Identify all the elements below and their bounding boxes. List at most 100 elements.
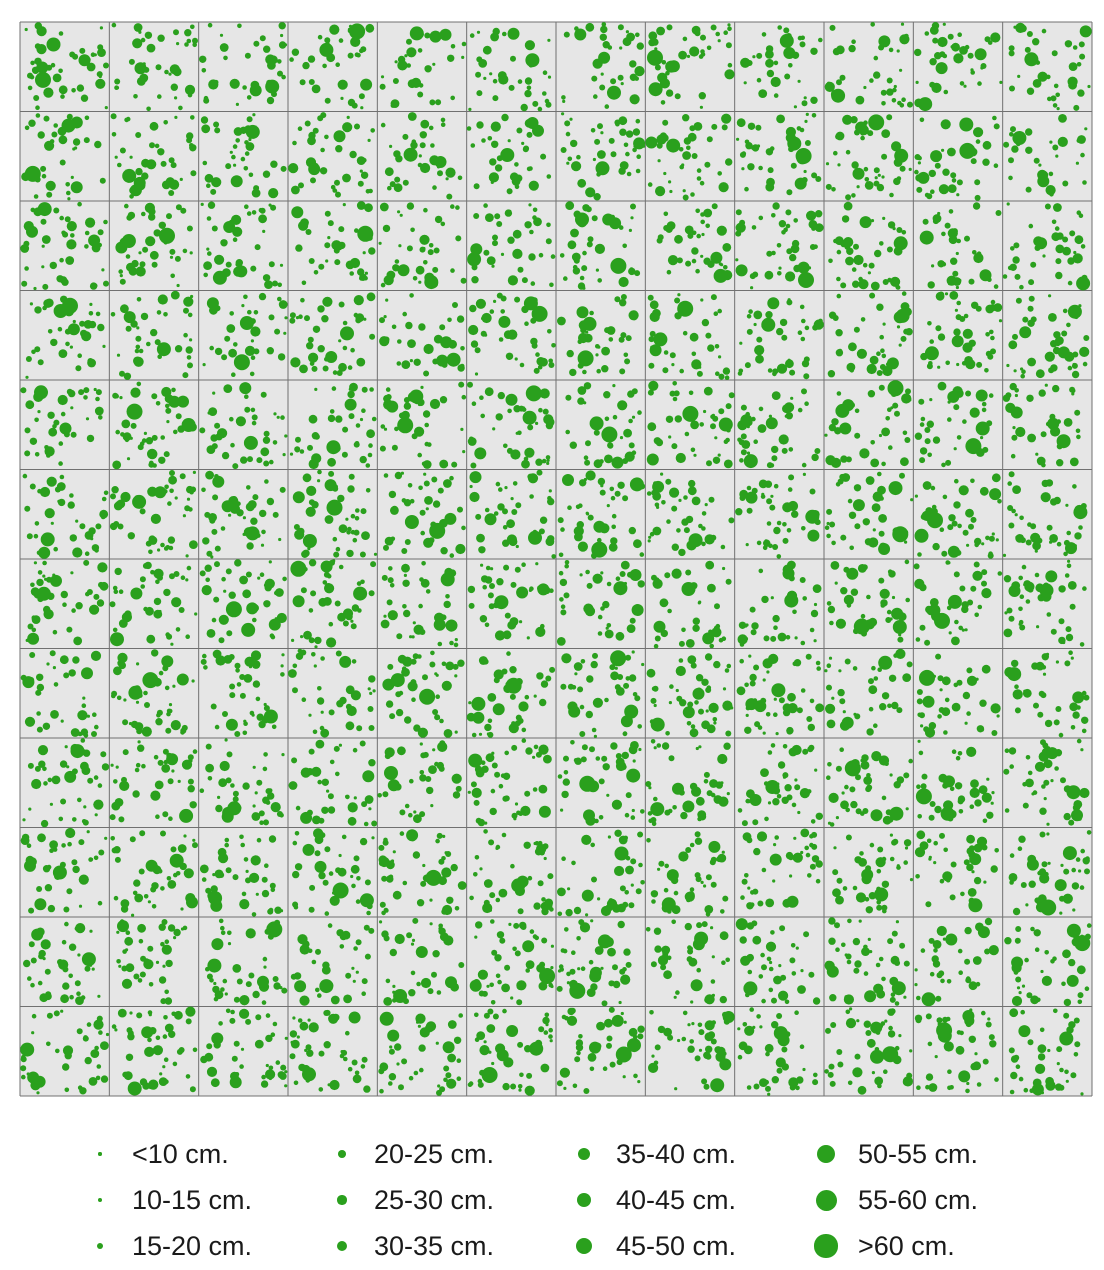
- tree-stem-dot: [930, 801, 936, 807]
- tree-stem-dot: [664, 572, 670, 578]
- tree-stem-dot: [660, 598, 669, 607]
- tree-stem-dot: [1066, 531, 1071, 536]
- tree-stem-dot: [1052, 385, 1059, 392]
- tree-stem-dot: [906, 807, 909, 810]
- tree-stem-dot: [1009, 616, 1015, 622]
- tree-stem-dot: [563, 276, 568, 281]
- tree-stem-dot: [471, 697, 485, 711]
- tree-stem-dot: [69, 995, 74, 1000]
- tree-stem-dot: [379, 336, 389, 346]
- tree-stem-dot: [318, 345, 325, 352]
- tree-stem-dot: [65, 216, 71, 222]
- tree-stem-dot: [739, 458, 744, 463]
- tree-stem-dot: [700, 255, 703, 258]
- tree-stem-dot: [976, 422, 990, 436]
- tree-stem-dot: [269, 560, 272, 563]
- tree-stem-dot: [325, 259, 328, 262]
- tree-stem-dot: [802, 360, 809, 367]
- tree-stem-dot: [220, 34, 223, 37]
- tree-stem-dot: [216, 655, 226, 665]
- tree-stem-dot: [664, 888, 669, 893]
- tree-stem-dot: [523, 411, 537, 425]
- tree-stem-dot: [951, 43, 960, 52]
- tree-stem-dot: [918, 399, 924, 405]
- tree-stem-dot: [361, 531, 370, 540]
- tree-stem-dot: [805, 140, 811, 146]
- tree-stem-dot: [460, 428, 463, 431]
- tree-stem-dot: [221, 931, 226, 936]
- tree-stem-dot: [368, 443, 373, 448]
- tree-stem-dot: [244, 166, 249, 171]
- tree-stem-dot: [1018, 846, 1023, 851]
- tree-stem-dot: [289, 318, 295, 324]
- tree-stem-dot: [879, 755, 889, 765]
- tree-stem-dot: [886, 88, 893, 95]
- tree-stem-dot: [1058, 585, 1065, 592]
- tree-stem-dot: [319, 979, 333, 993]
- tree-stem-dot: [450, 96, 455, 101]
- tree-stem-dot: [1049, 141, 1052, 144]
- tree-stem-dot: [486, 753, 495, 762]
- tree-stem-dot: [539, 253, 544, 258]
- tree-stem-dot: [868, 114, 884, 130]
- tree-stem-dot: [140, 508, 146, 514]
- tree-stem-dot: [892, 403, 898, 409]
- tree-stem-dot: [621, 82, 624, 85]
- tree-stem-dot: [692, 497, 701, 506]
- tree-stem-dot: [863, 776, 872, 785]
- tree-stem-dot: [836, 349, 843, 356]
- tree-stem-dot: [560, 684, 566, 690]
- tree-stem-dot: [881, 90, 887, 96]
- tree-stem-dot: [485, 623, 490, 628]
- tree-stem-dot: [361, 172, 368, 179]
- tree-stem-dot: [996, 210, 1002, 216]
- tree-stem-dot: [845, 760, 861, 776]
- tree-stem-dot: [136, 763, 141, 768]
- tree-stem-dot: [361, 508, 367, 514]
- tree-stem-dot: [338, 339, 341, 342]
- tree-stem-dot: [876, 304, 883, 311]
- tree-stem-dot: [648, 182, 653, 187]
- tree-stem-dot: [331, 996, 340, 1005]
- tree-stem-dot: [26, 226, 38, 238]
- tree-stem-dot: [420, 742, 423, 745]
- tree-stem-dot: [577, 179, 586, 188]
- tree-stem-dot: [263, 171, 270, 178]
- tree-stem-dot: [25, 717, 35, 727]
- tree-stem-dot: [538, 408, 543, 413]
- tree-stem-dot: [830, 822, 835, 827]
- tree-stem-dot: [689, 391, 694, 396]
- tree-stem-dot: [330, 760, 335, 765]
- tree-stem-dot: [312, 85, 321, 94]
- tree-stem-dot: [432, 185, 437, 190]
- tree-stem-dot: [776, 732, 779, 735]
- tree-stem-dot: [377, 793, 382, 798]
- tree-stem-dot: [89, 930, 92, 933]
- tree-stem-dot: [542, 91, 547, 96]
- tree-stem-dot: [25, 126, 30, 131]
- tree-stem-dot: [354, 295, 364, 305]
- tree-stem-dot: [669, 190, 672, 193]
- tree-stem-dot: [343, 621, 349, 627]
- tree-stem-dot: [622, 752, 629, 759]
- tree-stem-dot: [665, 479, 671, 485]
- tree-stem-dot: [48, 428, 57, 437]
- tree-stem-dot: [381, 911, 386, 916]
- tree-stem-dot: [762, 32, 767, 37]
- tree-stem-dot: [122, 612, 132, 622]
- tree-stem-dot: [487, 732, 493, 738]
- tree-stem-dot: [420, 163, 430, 173]
- tree-stem-dot: [816, 661, 821, 666]
- tree-stem-dot: [255, 791, 258, 794]
- tree-stem-dot: [582, 744, 588, 750]
- tree-stem-dot: [124, 311, 136, 323]
- tree-stem-dot: [402, 604, 407, 609]
- tree-stem-dot: [1003, 554, 1006, 557]
- tree-stem-dot: [1079, 41, 1085, 47]
- tree-stem-dot: [368, 687, 371, 690]
- tree-stem-dot: [569, 369, 576, 376]
- tree-stem-dot: [824, 669, 827, 672]
- tree-stem-dot: [744, 81, 747, 84]
- tree-stem-dot: [826, 775, 831, 780]
- tree-stem-dot: [752, 55, 755, 58]
